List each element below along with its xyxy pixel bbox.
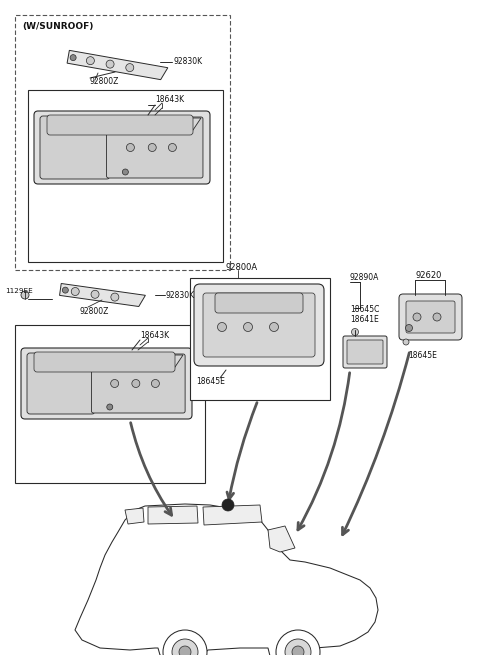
Circle shape bbox=[403, 339, 409, 345]
Text: (W/SUNROOF): (W/SUNROOF) bbox=[22, 22, 94, 31]
FancyBboxPatch shape bbox=[203, 293, 315, 357]
Text: 92620: 92620 bbox=[415, 271, 442, 280]
Text: 92800A: 92800A bbox=[225, 263, 257, 272]
Circle shape bbox=[413, 313, 421, 321]
Text: 92830K: 92830K bbox=[173, 58, 202, 67]
Circle shape bbox=[71, 288, 79, 295]
Polygon shape bbox=[48, 118, 201, 133]
FancyBboxPatch shape bbox=[194, 284, 324, 366]
Circle shape bbox=[172, 639, 198, 655]
Circle shape bbox=[126, 143, 134, 151]
Bar bbox=[190, 278, 330, 400]
FancyBboxPatch shape bbox=[34, 111, 210, 184]
Circle shape bbox=[276, 630, 320, 655]
Text: 1129EE: 1129EE bbox=[5, 288, 33, 294]
Text: 92890A: 92890A bbox=[350, 274, 379, 282]
Polygon shape bbox=[67, 50, 168, 80]
Circle shape bbox=[179, 646, 191, 655]
Text: 18645C: 18645C bbox=[350, 305, 379, 314]
Bar bbox=[15, 15, 230, 270]
Circle shape bbox=[21, 291, 29, 299]
Polygon shape bbox=[60, 284, 145, 307]
Bar bbox=[28, 90, 223, 262]
Circle shape bbox=[107, 404, 113, 410]
Circle shape bbox=[62, 287, 68, 293]
Text: 92800Z: 92800Z bbox=[80, 307, 109, 316]
Circle shape bbox=[111, 379, 119, 388]
Circle shape bbox=[217, 322, 227, 331]
Text: 18641E: 18641E bbox=[350, 316, 379, 324]
Circle shape bbox=[106, 60, 114, 68]
Circle shape bbox=[351, 329, 359, 335]
Text: 18643K: 18643K bbox=[140, 331, 169, 339]
Circle shape bbox=[126, 64, 134, 71]
Circle shape bbox=[148, 143, 156, 151]
Circle shape bbox=[86, 57, 95, 65]
Text: 92800Z: 92800Z bbox=[90, 77, 120, 86]
Bar bbox=[15, 325, 205, 483]
Circle shape bbox=[222, 499, 234, 511]
Text: 18645E: 18645E bbox=[408, 350, 437, 360]
Circle shape bbox=[168, 143, 177, 151]
Text: 18643K: 18643K bbox=[155, 96, 184, 105]
Circle shape bbox=[163, 630, 207, 655]
FancyBboxPatch shape bbox=[399, 294, 462, 340]
Circle shape bbox=[91, 290, 99, 298]
Circle shape bbox=[122, 169, 128, 175]
Circle shape bbox=[111, 293, 119, 301]
FancyBboxPatch shape bbox=[406, 301, 455, 333]
Circle shape bbox=[269, 322, 278, 331]
FancyBboxPatch shape bbox=[27, 353, 95, 414]
Circle shape bbox=[70, 54, 76, 61]
Circle shape bbox=[132, 379, 140, 388]
Circle shape bbox=[292, 646, 304, 655]
Polygon shape bbox=[148, 506, 198, 524]
Circle shape bbox=[433, 313, 441, 321]
Polygon shape bbox=[125, 508, 144, 524]
FancyBboxPatch shape bbox=[47, 115, 193, 135]
FancyBboxPatch shape bbox=[40, 116, 110, 179]
FancyBboxPatch shape bbox=[21, 348, 192, 419]
Text: 92830K: 92830K bbox=[166, 291, 195, 299]
Circle shape bbox=[151, 379, 159, 388]
Polygon shape bbox=[203, 505, 262, 525]
FancyBboxPatch shape bbox=[347, 340, 383, 364]
FancyBboxPatch shape bbox=[343, 336, 387, 368]
FancyBboxPatch shape bbox=[107, 117, 203, 178]
Circle shape bbox=[406, 324, 412, 331]
Polygon shape bbox=[268, 526, 295, 552]
Circle shape bbox=[285, 639, 311, 655]
FancyBboxPatch shape bbox=[34, 352, 175, 372]
Text: 18645E: 18645E bbox=[196, 377, 225, 386]
Polygon shape bbox=[75, 504, 378, 655]
FancyBboxPatch shape bbox=[92, 354, 185, 413]
Polygon shape bbox=[35, 355, 183, 370]
FancyBboxPatch shape bbox=[215, 293, 303, 313]
Circle shape bbox=[243, 322, 252, 331]
